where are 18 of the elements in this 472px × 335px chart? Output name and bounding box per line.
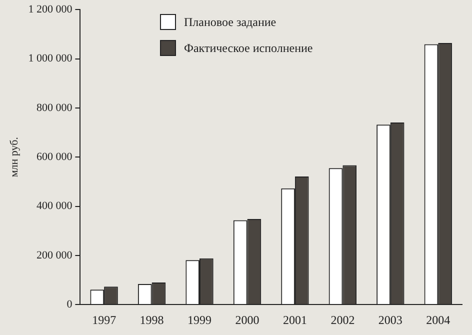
x-tick-label: 1997 (92, 312, 116, 327)
y-tick-label: 800 000 (36, 102, 73, 114)
legend-label: Фактическое исполнение (184, 40, 313, 56)
x-tick-label: 2002 (330, 312, 355, 327)
y-tick-label: 1 200 000 (28, 3, 73, 16)
legend-label: Плановое задание (184, 14, 276, 30)
x-tick-label: 2001 (282, 312, 307, 327)
y-tick-label: 600 000 (36, 150, 73, 163)
y-axis-title: млн руб. (8, 136, 20, 178)
x-tick-label: 2004 (426, 312, 450, 327)
y-tick-label: 0 (66, 298, 73, 310)
y-tick-label: 1 000 000 (28, 52, 73, 65)
x-tick-label: 1999 (188, 312, 212, 327)
y-tick-label: 200 000 (36, 249, 73, 262)
x-tick-label: 2003 (378, 312, 402, 327)
x-tick-label: 1998 (140, 312, 164, 327)
x-tick-label: 2000 (235, 312, 260, 327)
y-tick-label: 400 000 (36, 200, 73, 212)
